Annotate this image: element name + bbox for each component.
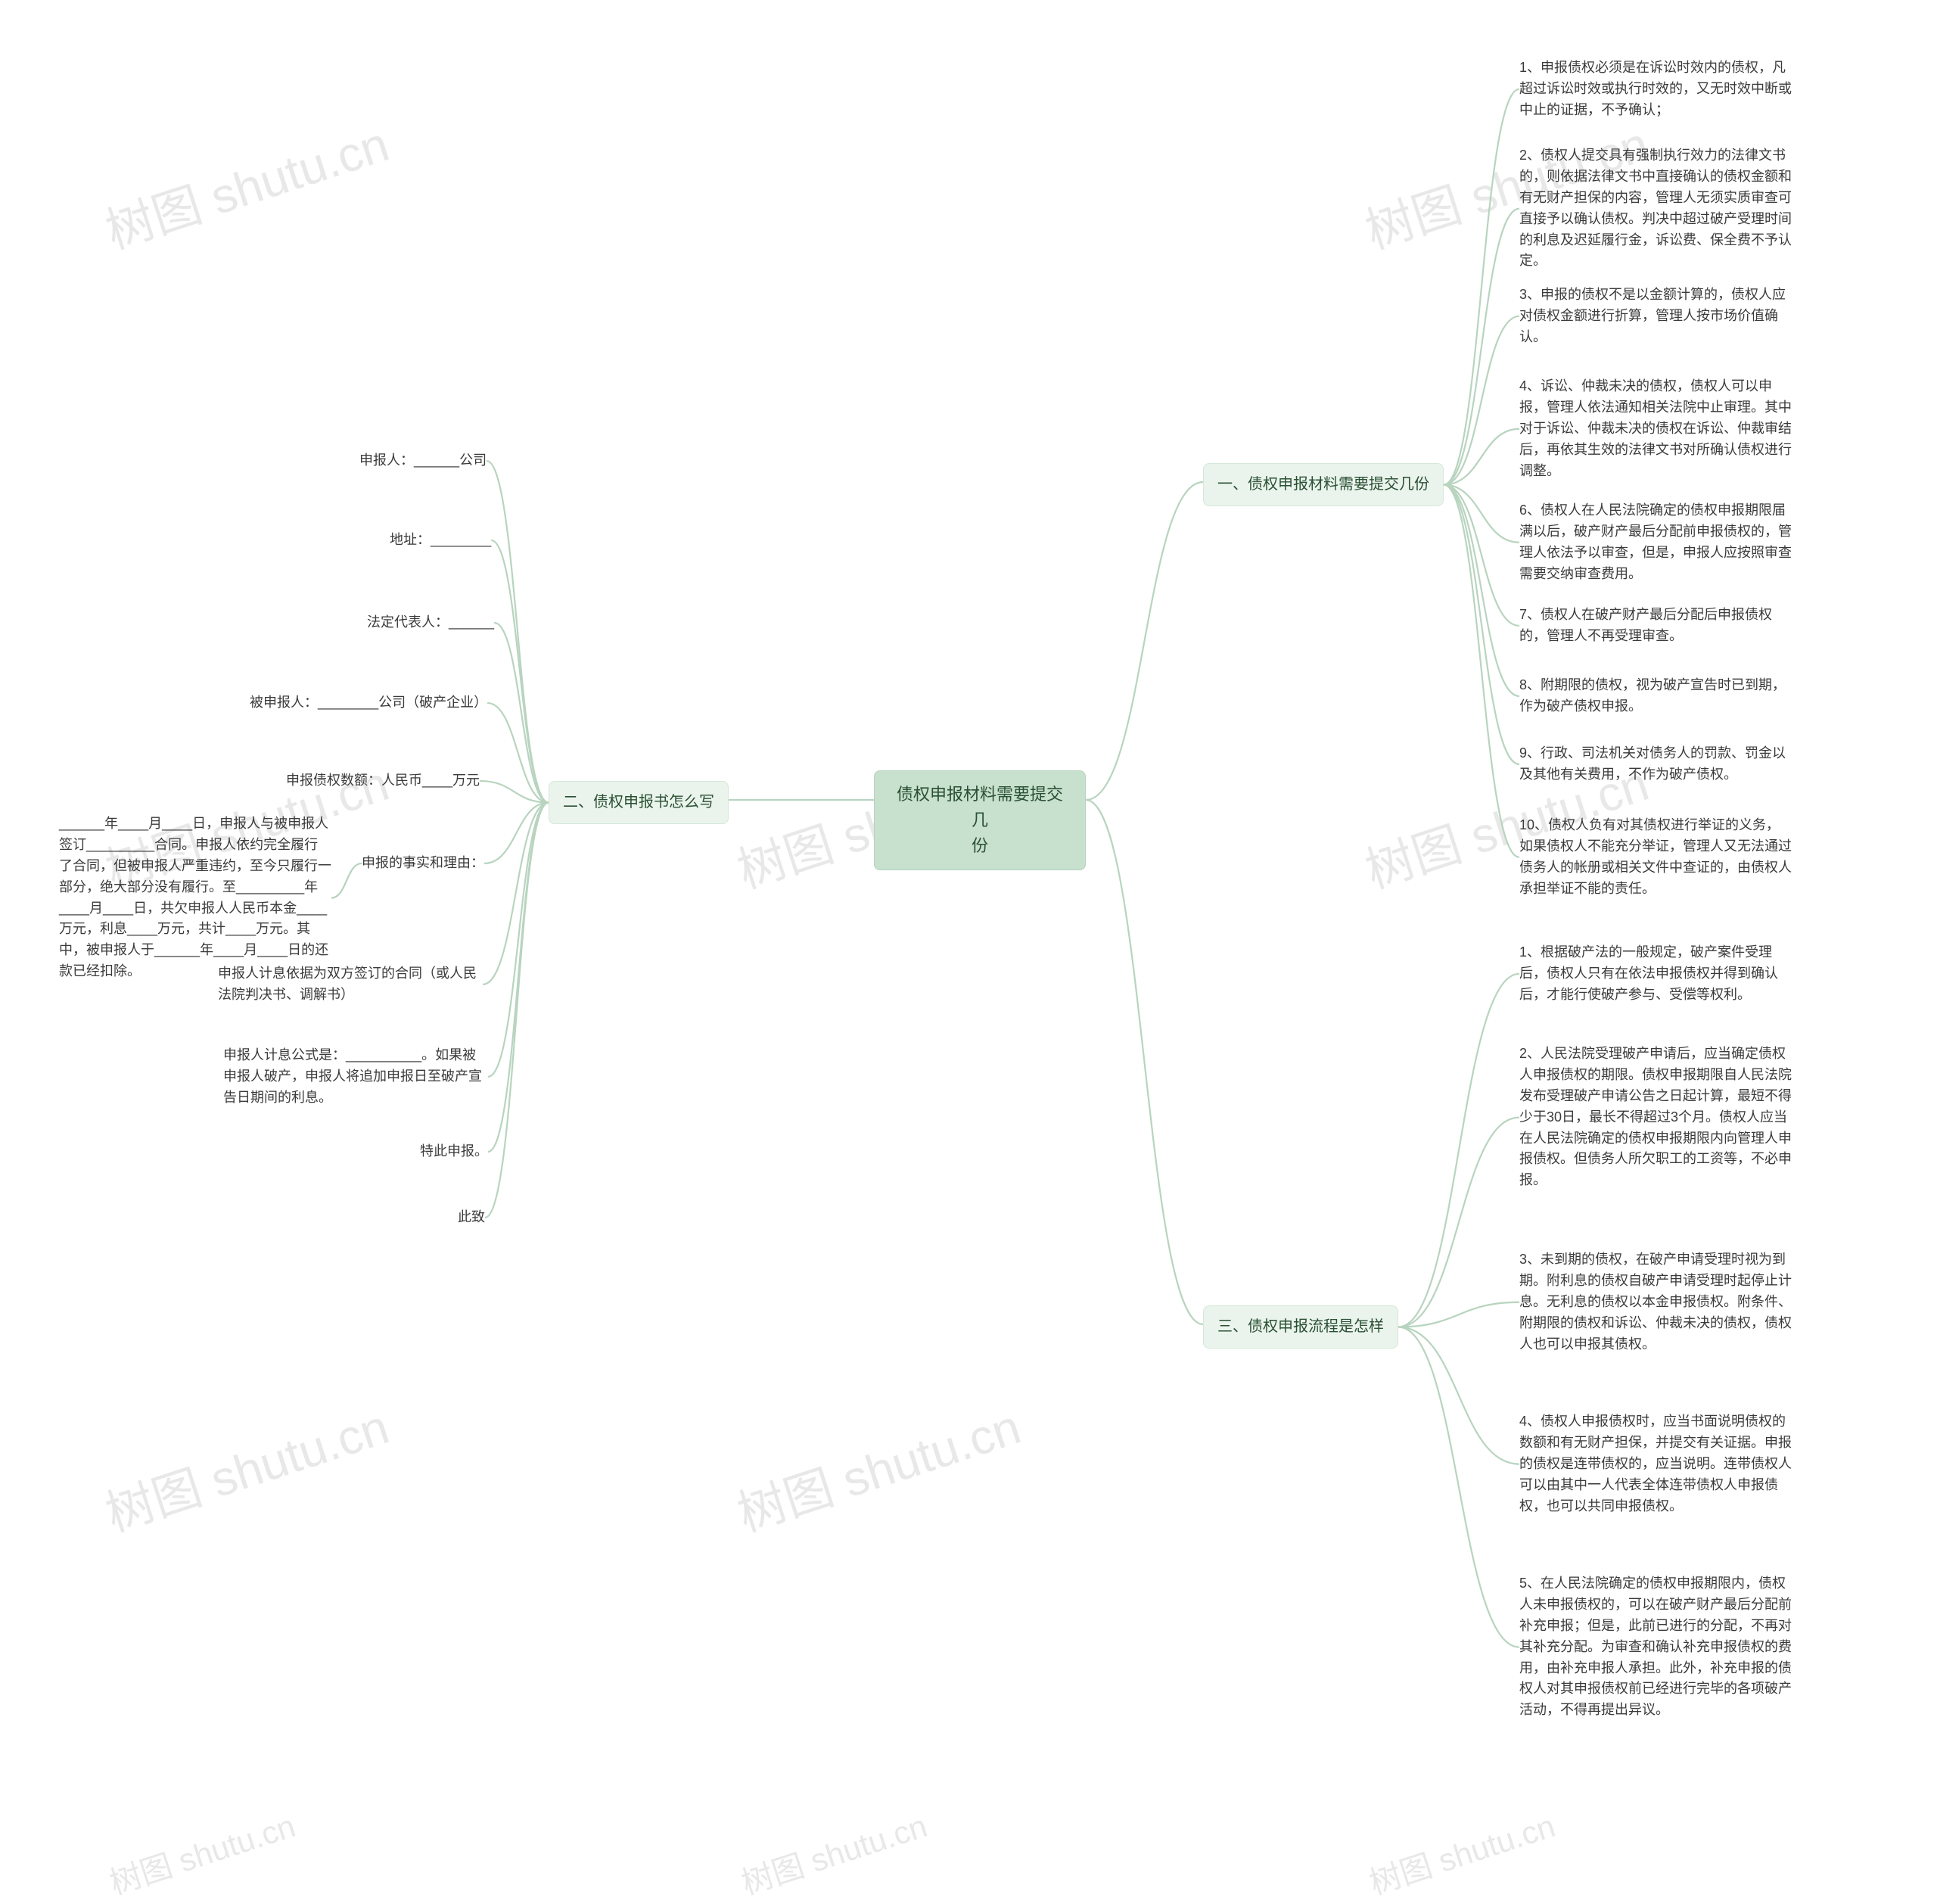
- leaf-node: 8、附期限的债权，视为破产宣告时已到期，作为破产债权申报。: [1519, 675, 1792, 717]
- watermark: 树图 shutu.cn: [96, 1389, 396, 1545]
- watermark: 树图 shutu.cn: [728, 1389, 1028, 1545]
- leaf-node: 3、申报的债权不是以金额计算的，债权人应对债权金额进行折算，管理人按市场价值确认…: [1519, 285, 1792, 348]
- leaf-node: 特此申报。: [420, 1141, 488, 1162]
- leaf-node-sub: ______年____月____日，申报人与被申报人签订_________合同。…: [59, 814, 331, 982]
- watermark: 树图 shutu.cn: [1363, 1800, 1560, 1904]
- leaf-node: 10、债权人负有对其债权进行举证的义务，如果债权人不能充分举证，管理人又无法通过…: [1519, 815, 1792, 900]
- leaf-node: 4、债权人申报债权时，应当书面说明债权的数额和有无财产担保，并提交有关证据。申报…: [1519, 1411, 1792, 1517]
- leaf-node: 2、人民法院受理破产申请后，应当确定债权人申报债权的期限。债权申报期限自人民法院…: [1519, 1044, 1792, 1191]
- leaf-node: 被申报人：________公司（破产企业）: [250, 692, 487, 714]
- leaf-node: 申报债权数额：人民币____万元: [286, 770, 480, 792]
- leaf-node: 3、未到期的债权，在破产申请受理时视为到期。附利息的债权自破产申请受理时起停止计…: [1519, 1249, 1792, 1355]
- leaf-node: 申报的事实和理由：: [362, 853, 484, 874]
- leaf-node: 申报人计息公式是：__________。如果被申报人破产，申报人将追加申报日至破…: [223, 1045, 488, 1109]
- leaf-node: 6、债权人在人民法院确定的债权申报期限届满以后，破产财产最后分配前申报债权的，管…: [1519, 500, 1792, 585]
- branch-node: 二、债权申报书怎么写: [549, 781, 729, 824]
- center-node: 债权申报材料需要提交几 份: [874, 770, 1086, 870]
- branch-node: 三、债权申报流程是怎样: [1203, 1305, 1398, 1349]
- leaf-node: 法定代表人：______: [367, 612, 494, 633]
- leaf-node: 7、债权人在破产财产最后分配后申报债权的，管理人不再受理审查。: [1519, 605, 1792, 647]
- leaf-node: 1、申报债权必须是在诉讼时效内的债权，凡超过诉讼时效或执行时效的，又无时效中断或…: [1519, 58, 1792, 121]
- leaf-node: 2、债权人提交具有强制执行效力的法律文书的，则依据法律文书中直接确认的债权金额和…: [1519, 145, 1792, 272]
- leaf-node: 9、行政、司法机关对债务人的罚款、罚金以及其他有关费用，不作为破产债权。: [1519, 743, 1792, 786]
- leaf-node: 地址：________: [390, 530, 491, 551]
- watermark: 树图 shutu.cn: [735, 1800, 932, 1904]
- watermark: 树图 shutu.cn: [103, 1800, 300, 1904]
- leaf-node: 4、诉讼、仲裁未决的债权，债权人可以申报，管理人依法通知相关法院中止审理。其中对…: [1519, 376, 1792, 481]
- branch-node: 一、债权申报材料需要提交几份: [1203, 463, 1444, 506]
- watermark: 树图 shutu.cn: [96, 106, 396, 263]
- leaf-node: 5、在人民法院确定的债权申报期限内，债权人未申报债权的，可以在破产财产最后分配前…: [1519, 1573, 1792, 1721]
- leaf-node: 此致: [458, 1207, 485, 1228]
- leaf-node: 申报人：______公司: [359, 450, 487, 471]
- leaf-node: 1、根据破产法的一般规定，破产案件受理后，债权人只有在依法申报债权并得到确认后，…: [1519, 942, 1792, 1006]
